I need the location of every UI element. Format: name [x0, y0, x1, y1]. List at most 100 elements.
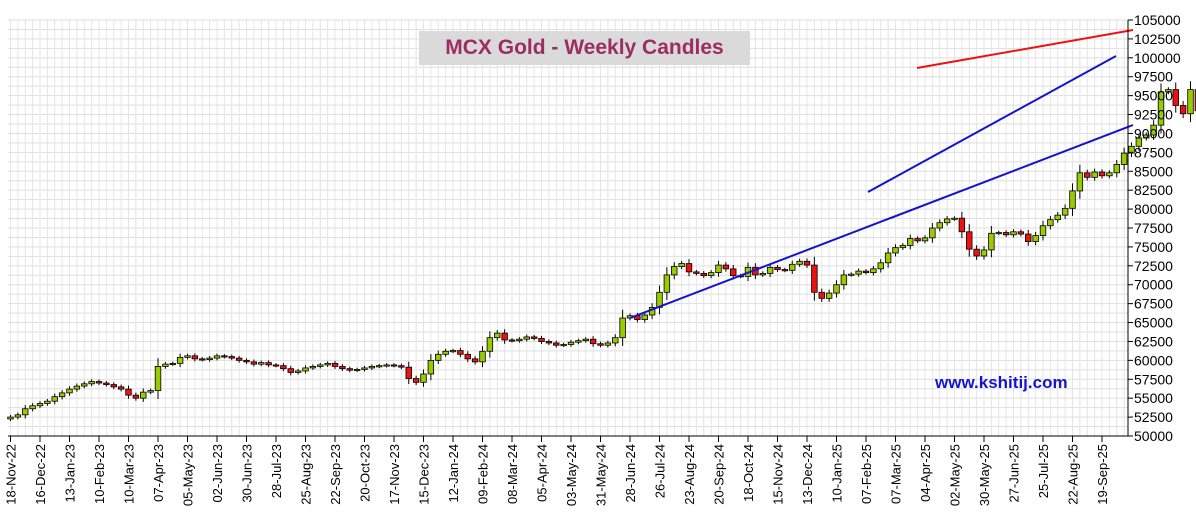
- x-tick-label: 09-Feb-24: [476, 444, 491, 504]
- candle-up: [1032, 235, 1039, 243]
- candle-up: [1187, 89, 1194, 115]
- candle-down: [471, 358, 479, 363]
- x-tick-label: 22-Sep-23: [328, 444, 343, 505]
- candle-up: [88, 381, 95, 385]
- y-tick-label: 70000: [1134, 277, 1173, 293]
- candle-down: [803, 260, 811, 266]
- x-tick-label: 25-Jul-25: [1036, 444, 1051, 498]
- y-tick-label: 97500: [1134, 69, 1173, 85]
- candle-up: [582, 338, 589, 342]
- candle-up: [324, 362, 331, 366]
- candle-up: [560, 344, 567, 347]
- x-tick-label: 31-May-24: [594, 444, 609, 506]
- candle-down: [235, 357, 243, 361]
- y-tick-label: 95000: [1134, 88, 1173, 104]
- candle-down: [1179, 105, 1187, 115]
- candle-down: [191, 355, 199, 360]
- candle-down: [287, 368, 294, 373]
- y-tick-label: 80000: [1134, 201, 1173, 217]
- x-tick-label: 27-Jun-25: [1007, 444, 1022, 503]
- candle-down: [685, 263, 693, 273]
- x-tick-label: 13-Dec-24: [800, 444, 815, 505]
- x-tick-label: 07-Mar-25: [889, 444, 904, 504]
- candle-up: [848, 273, 855, 276]
- candle-down: [508, 339, 516, 342]
- candle-up: [936, 222, 943, 229]
- candle-up: [184, 355, 191, 358]
- x-tick-label: 28-Jun-24: [623, 444, 638, 503]
- x-tick-label: 07-Apr-23: [151, 444, 166, 502]
- x-tick-label: 19-Sep-25: [1095, 444, 1110, 505]
- x-tick-label: 10-Mar-23: [122, 444, 137, 504]
- candle-up: [988, 232, 995, 251]
- candle-up: [1106, 172, 1113, 177]
- candle-up: [1054, 214, 1061, 221]
- candle-up: [36, 403, 44, 407]
- candle-down: [331, 362, 339, 367]
- candle-down: [530, 336, 538, 339]
- candle-down: [125, 388, 132, 396]
- candle-up: [759, 272, 766, 276]
- candle-down: [722, 264, 730, 270]
- candle-down: [700, 272, 707, 277]
- x-tick-label: 25-Aug-23: [299, 444, 314, 505]
- x-tick-label: 03-May-24: [564, 444, 579, 506]
- candle-up: [29, 405, 36, 410]
- y-tick-label: 77500: [1134, 220, 1173, 236]
- candle-up: [855, 270, 862, 275]
- y-tick-label: 52500: [1134, 409, 1173, 425]
- candle-down: [199, 358, 206, 361]
- candle-down: [265, 362, 272, 366]
- candle-up: [1120, 152, 1128, 165]
- candle-up: [833, 284, 840, 294]
- candle-up: [58, 392, 66, 398]
- candle-up: [1128, 145, 1135, 154]
- candle-up: [825, 292, 833, 299]
- x-tick-label: 18-Nov-22: [4, 444, 19, 505]
- candle-up: [383, 364, 390, 367]
- candle-up: [870, 268, 877, 274]
- y-axis-ticks: 50000 52500 55000 57500 60000 62500 65000 67500…: [1128, 12, 1181, 444]
- candle-up: [789, 263, 796, 271]
- candle-up: [368, 366, 376, 369]
- candle-up: [317, 364, 324, 367]
- candle-down: [398, 365, 405, 368]
- x-tick-label: 26-Jul-24: [653, 444, 668, 498]
- candle-down: [774, 266, 781, 270]
- candle-up: [678, 263, 685, 267]
- candle-down: [110, 384, 117, 388]
- y-tick-label: 87500: [1134, 144, 1173, 160]
- candle-up: [1150, 124, 1157, 136]
- candle-up: [1010, 231, 1017, 236]
- x-tick-label: 04-Apr-25: [918, 444, 933, 502]
- candle-up: [154, 366, 162, 392]
- candle-down: [693, 271, 700, 274]
- candle-down: [862, 270, 870, 274]
- x-tick-label: 10-Jan-25: [830, 444, 845, 503]
- candle-up: [929, 227, 936, 239]
- candle-down: [464, 353, 471, 360]
- candle-up: [7, 416, 14, 420]
- candle-down: [1017, 231, 1025, 235]
- candle-up: [943, 218, 951, 224]
- candle-up: [523, 336, 530, 340]
- candle-down: [781, 269, 789, 272]
- y-tick-label: 57500: [1134, 371, 1173, 387]
- candle-up: [884, 252, 892, 264]
- candle-up: [796, 260, 803, 265]
- y-tick-label: 65000: [1134, 315, 1173, 331]
- candle-down: [117, 386, 125, 390]
- y-tick-label: 55000: [1134, 390, 1173, 406]
- candle-down: [228, 356, 235, 359]
- candle-down: [405, 366, 412, 379]
- support-trendline-steep: [867, 55, 1117, 193]
- chart-title-background: [419, 31, 750, 65]
- y-tick-label: 62500: [1134, 333, 1173, 349]
- candle-up: [302, 367, 309, 372]
- candle-up: [22, 408, 29, 416]
- candle-down: [597, 343, 604, 346]
- candle-up: [1076, 172, 1084, 192]
- x-tick-label: 16-Dec-22: [33, 444, 48, 505]
- candle-up: [840, 274, 848, 286]
